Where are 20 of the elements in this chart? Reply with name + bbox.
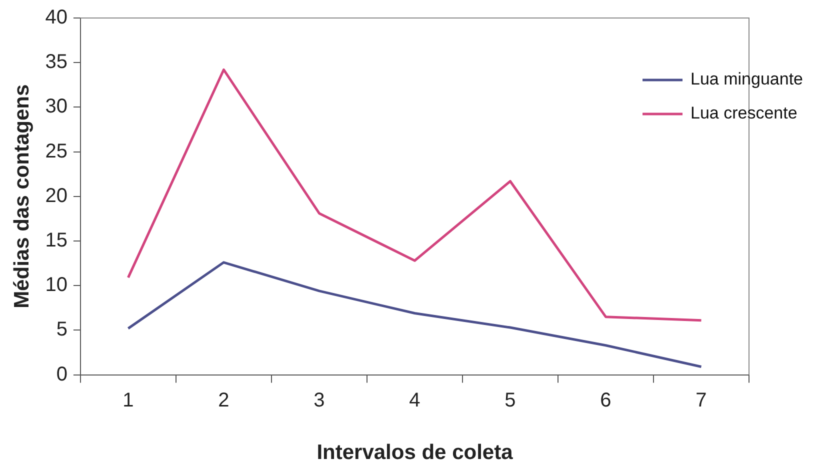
y-axis-title: Médias das contagens <box>10 84 34 308</box>
y-tick-label: 40 <box>45 6 68 29</box>
y-tick-label: 35 <box>45 51 68 74</box>
x-tick-label: 4 <box>409 389 420 412</box>
y-tick-label: 20 <box>45 184 68 207</box>
y-tick-label: 25 <box>45 140 68 162</box>
legend-label: Lua minguante <box>690 70 804 89</box>
x-tick-label: 2 <box>218 389 230 412</box>
x-tick-label: 5 <box>504 389 516 412</box>
x-tick-label: 7 <box>696 389 707 412</box>
x-axis-title: Intervalos de coleta <box>316 441 514 464</box>
legend-label: Lua crescente <box>690 104 798 123</box>
y-tick-label: 5 <box>56 318 68 341</box>
y-tick-label: 30 <box>45 96 68 118</box>
y-tick-label: 15 <box>45 230 68 252</box>
y-tick-label: 10 <box>45 274 68 296</box>
y-tick-label: 0 <box>56 363 68 386</box>
x-tick-label: 6 <box>600 389 612 412</box>
x-tick-label: 1 <box>122 389 134 412</box>
x-tick-label: 3 <box>314 389 325 412</box>
